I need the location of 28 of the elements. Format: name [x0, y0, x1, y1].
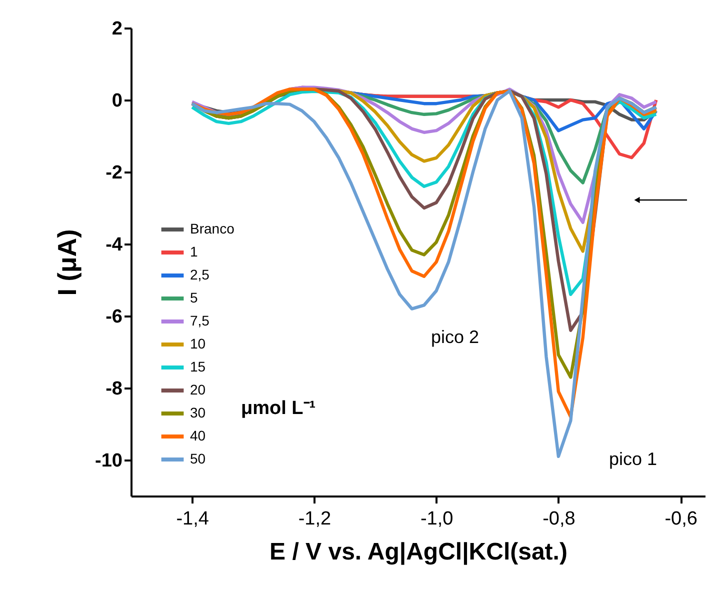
y-tick-label: 2: [112, 18, 122, 40]
annotation: pico 2: [431, 327, 480, 347]
annotation: μmol L⁻¹: [241, 398, 316, 419]
legend-label: 30: [190, 404, 206, 420]
legend-label: 1: [190, 244, 198, 260]
legend-label: 50: [190, 450, 206, 466]
x-tick-label: -0,8: [542, 508, 576, 530]
x-tick-label: -1,4: [176, 508, 210, 530]
legend-label: 15: [190, 358, 206, 374]
y-tick-label: -2: [106, 162, 122, 184]
y-tick-label: -8: [106, 378, 122, 400]
legend-label: 20: [190, 382, 206, 398]
y-tick-label: -6: [106, 306, 122, 328]
y-tick-label: 0: [112, 90, 122, 112]
x-axis-title: E / V vs. Ag|AgCl|KCl(sat.): [270, 538, 568, 566]
legend-label: 40: [190, 428, 206, 444]
y-tick-label: -10: [95, 450, 122, 472]
legend-label: Branco: [190, 220, 235, 236]
x-tick-label: -0,6: [664, 508, 698, 530]
y-tick-label: -4: [106, 234, 123, 256]
legend-label: 10: [190, 336, 206, 352]
legend-label: 2,5: [190, 266, 210, 282]
x-tick-label: -1,0: [420, 508, 454, 530]
legend-label: 5: [190, 290, 198, 306]
annotation: pico 1: [609, 449, 658, 469]
x-tick-label: -1,2: [298, 508, 332, 530]
y-axis-title: I (μA): [52, 229, 82, 296]
legend-label: 7,5: [190, 312, 210, 328]
